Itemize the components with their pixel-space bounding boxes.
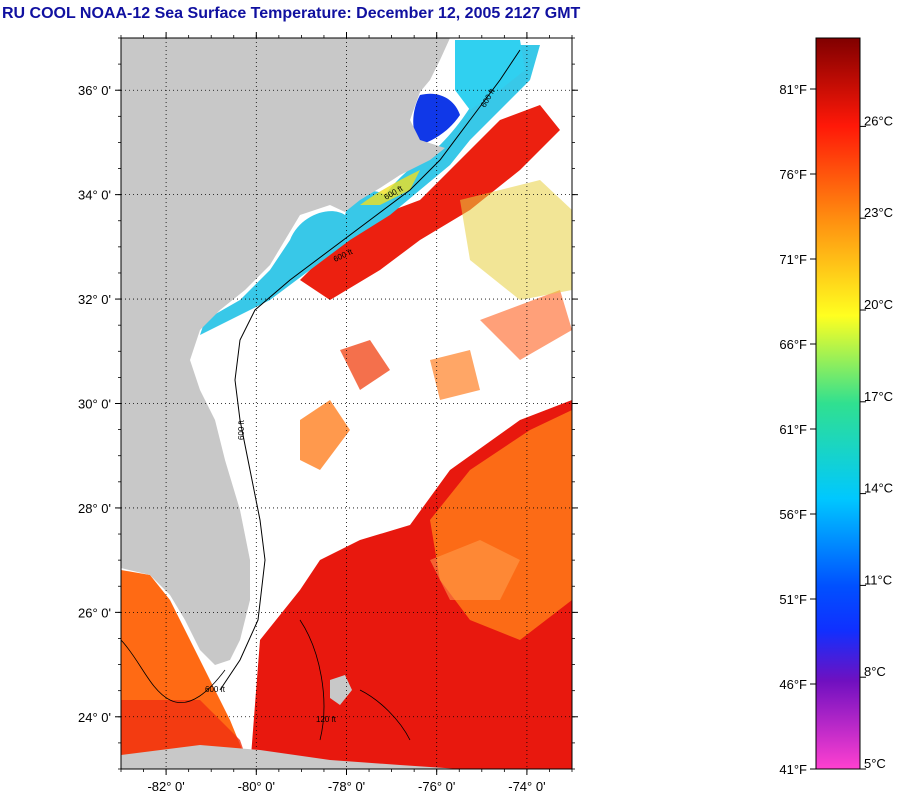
colorbar-celsius-label: 11°C [864, 572, 892, 587]
colorbar-celsius-label: 23°C [864, 205, 893, 220]
lon-tick-label: -76° 0' [418, 779, 455, 794]
contour-label: 600 ft [205, 685, 226, 694]
lat-tick-label: 32° 0' [78, 292, 111, 307]
lon-tick-label: -78° 0' [328, 779, 365, 794]
lon-tick-label: -80° 0' [238, 779, 275, 794]
colorbar-celsius-label: 20°C [864, 297, 893, 312]
colorbar-fahrenheit-label: 61°F [779, 422, 807, 437]
colorbar-celsius-label: 8°C [864, 664, 886, 679]
cuba-island [121, 745, 460, 769]
lat-tick-label: 28° 0' [78, 501, 111, 516]
colorbar-celsius-label: 5°C [864, 756, 886, 771]
yellow-front [360, 170, 420, 205]
contour-label: 120 ft [316, 715, 337, 724]
colorbar-fahrenheit-label: 76°F [779, 167, 807, 182]
cold-sound-water [413, 93, 460, 145]
contour-label: 600 ft [237, 419, 246, 440]
depth-contour-120ft [121, 619, 411, 741]
colorbar-fahrenheit-label: 46°F [779, 677, 807, 692]
lon-tick-label: -74° 0' [508, 779, 545, 794]
cool-shelf-water [200, 45, 540, 335]
colorbar-celsius-label: 17°C [864, 389, 893, 404]
longitude-axis: -82° 0' -80° 0' -78° 0' -76° 0' -74° 0' [120, 32, 573, 794]
depth-contour-600ft [219, 49, 521, 691]
colorbar-fahrenheit-label: 56°F [779, 507, 807, 522]
lat-tick-label: 24° 0' [78, 710, 111, 725]
cool-north-water [455, 40, 525, 110]
colorbar-fahrenheit-label: 51°F [779, 592, 807, 607]
colorbar-fahrenheit-label: 71°F [779, 252, 807, 267]
lon-tick-label: -82° 0' [147, 779, 184, 794]
colorbar-fahrenheit-label: 81°F [779, 82, 807, 97]
colorbar [815, 37, 861, 770]
lat-tick-label: 30° 0' [78, 397, 111, 412]
gulf-stream-band [300, 105, 560, 300]
colorbar-labels: 81°F 76°F 71°F 66°F 61°F 56°F 51°F 46°F 41°F 26°C… [779, 82, 893, 777]
colorbar-fahrenheit-label: 41°F [779, 762, 807, 777]
map-title: RU COOL NOAA-12 Sea Surface Temperature:… [2, 5, 581, 22]
colorbar-celsius-label: 14°C [864, 481, 893, 496]
latitude-axis: 36° 0' 34° 0' 32° 0' 30° 0' 28° 0' 26° 0' 24° … [78, 37, 578, 770]
lat-tick-label: 36° 0' [78, 83, 111, 98]
land-mass [121, 38, 450, 665]
lat-tick-label: 26° 0' [78, 605, 111, 620]
colorbar-fahrenheit-label: 66°F [779, 337, 807, 352]
lat-tick-label: 34° 0' [78, 188, 111, 203]
colorbar-celsius-label: 26°C [864, 113, 893, 128]
